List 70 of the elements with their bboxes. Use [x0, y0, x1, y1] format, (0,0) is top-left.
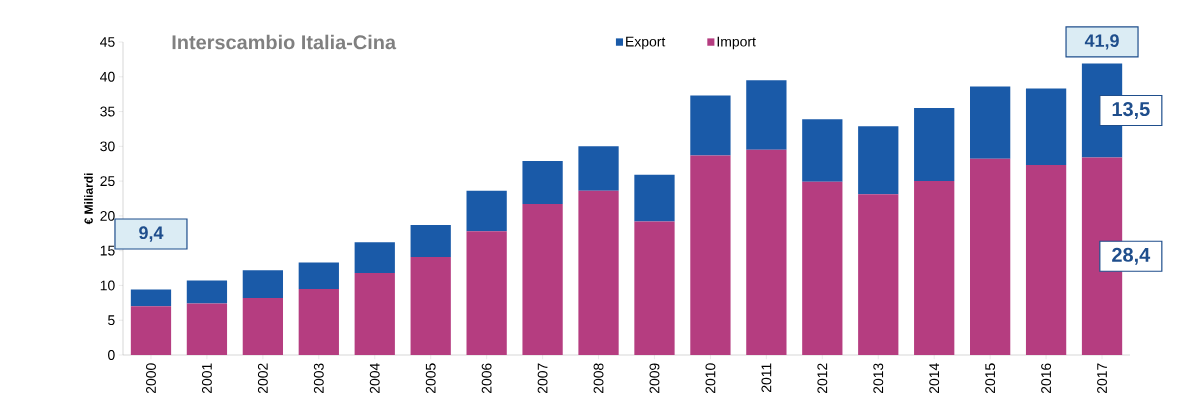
- x-tick-label: 2013: [873, 363, 884, 394]
- y-tick-label: 15: [100, 245, 115, 256]
- x-tick-label: 2012: [817, 363, 828, 394]
- bar: [522, 160, 563, 205]
- x-tick-label: 2000: [146, 363, 156, 394]
- y-tick-label: 25: [100, 176, 115, 187]
- bar: [354, 272, 395, 355]
- bar: [1025, 165, 1067, 355]
- total-label: 41,9: [1084, 34, 1119, 50]
- y-tick-label: 10: [100, 280, 115, 291]
- bar: [298, 288, 339, 355]
- bar: [242, 297, 283, 355]
- bar: [970, 158, 1011, 355]
- bar: [186, 280, 228, 304]
- bar: [858, 126, 899, 195]
- x-tick-label: 2011: [761, 363, 772, 393]
- bar: [410, 224, 451, 257]
- bar: [746, 149, 787, 355]
- x-tick-label: 2016: [1041, 363, 1052, 394]
- x-tick-label: 2008: [593, 363, 604, 394]
- bar: [634, 174, 675, 222]
- bar: [690, 95, 731, 156]
- bar: [522, 204, 563, 355]
- x-tick-label: 2005: [425, 363, 436, 394]
- x-tick-label: 2010: [705, 363, 716, 394]
- bar: [914, 181, 955, 355]
- y-tick-label: 35: [100, 106, 115, 117]
- bar: [130, 306, 172, 355]
- bar: [802, 119, 843, 182]
- x-tick-label: 2001: [201, 363, 212, 394]
- y-axis-title: € Miliardi: [84, 173, 93, 225]
- bar: [354, 242, 395, 273]
- x-tick-label: 2015: [985, 363, 996, 394]
- legend-label: Export: [626, 36, 666, 50]
- y-tick-label: 0: [108, 350, 115, 360]
- bar: [1025, 88, 1067, 166]
- y-tick-label: 40: [100, 71, 115, 82]
- x-tick-label: 2004: [369, 363, 380, 394]
- bar: [242, 270, 283, 298]
- bar: [970, 86, 1011, 159]
- x-tick-label: 2009: [649, 363, 660, 394]
- x-tick-label: 2003: [313, 363, 324, 394]
- x-tick-label: 2006: [481, 363, 492, 394]
- bar: [634, 221, 675, 355]
- y-tick-label: 5: [108, 315, 115, 326]
- legend-label: Import: [717, 36, 756, 50]
- x-tick-label: 2002: [257, 363, 268, 394]
- x-tick-label: 2007: [537, 363, 548, 394]
- bar: [466, 231, 507, 355]
- bar: [410, 256, 451, 355]
- bar: [186, 303, 228, 355]
- x-tick-label: 2014: [929, 363, 940, 394]
- x-tick-label: 2017: [1097, 363, 1107, 394]
- bar: [690, 155, 731, 355]
- bar: [802, 181, 843, 355]
- bar: [914, 108, 955, 182]
- total-label: 9,4: [139, 226, 164, 242]
- data-label: 13,5: [1112, 102, 1150, 120]
- bar: [858, 194, 899, 355]
- bar: [746, 80, 787, 150]
- y-tick-label: 20: [100, 210, 115, 221]
- y-tick-label: 30: [100, 141, 115, 152]
- bar: [298, 262, 339, 289]
- bar: [466, 190, 507, 232]
- bar: [130, 289, 172, 307]
- chart-title: Interscambio Italia-Cina: [172, 34, 397, 50]
- bar: [578, 146, 619, 191]
- y-tick-label: 45: [100, 37, 115, 47]
- data-label: 28,4: [1112, 247, 1151, 265]
- bar: [578, 190, 619, 355]
